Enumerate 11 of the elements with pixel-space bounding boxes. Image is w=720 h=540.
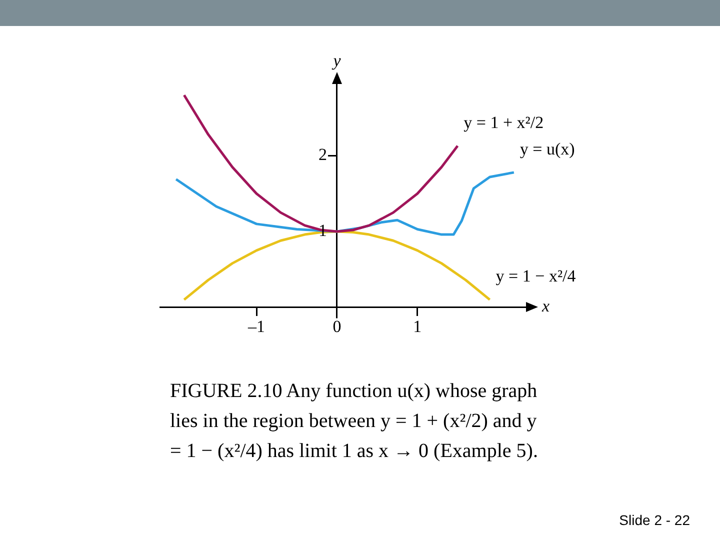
text: Slide 2 - 22	[619, 512, 690, 528]
caption: FIGURE 2.10 Any function u(x) whose graph lies in the region between y = 1 + (x²/2) and y = 1 − (x²/4) has limit 1 as x → 0 (Example 5).	[170, 379, 539, 464]
x-tick-label: 1	[413, 317, 422, 336]
x-axis-title: x	[541, 296, 550, 316]
series-label: y = 1 + x²/2	[464, 112, 544, 132]
x-tick-label: 0	[332, 317, 342, 336]
y-axis-title: y	[331, 50, 342, 70]
y-tick-label: 2	[318, 145, 327, 164]
series-label: y = 1 − x²/4	[496, 266, 576, 286]
series-label: y = u(x)	[520, 139, 575, 158]
x-tick-label: –1	[247, 317, 266, 336]
